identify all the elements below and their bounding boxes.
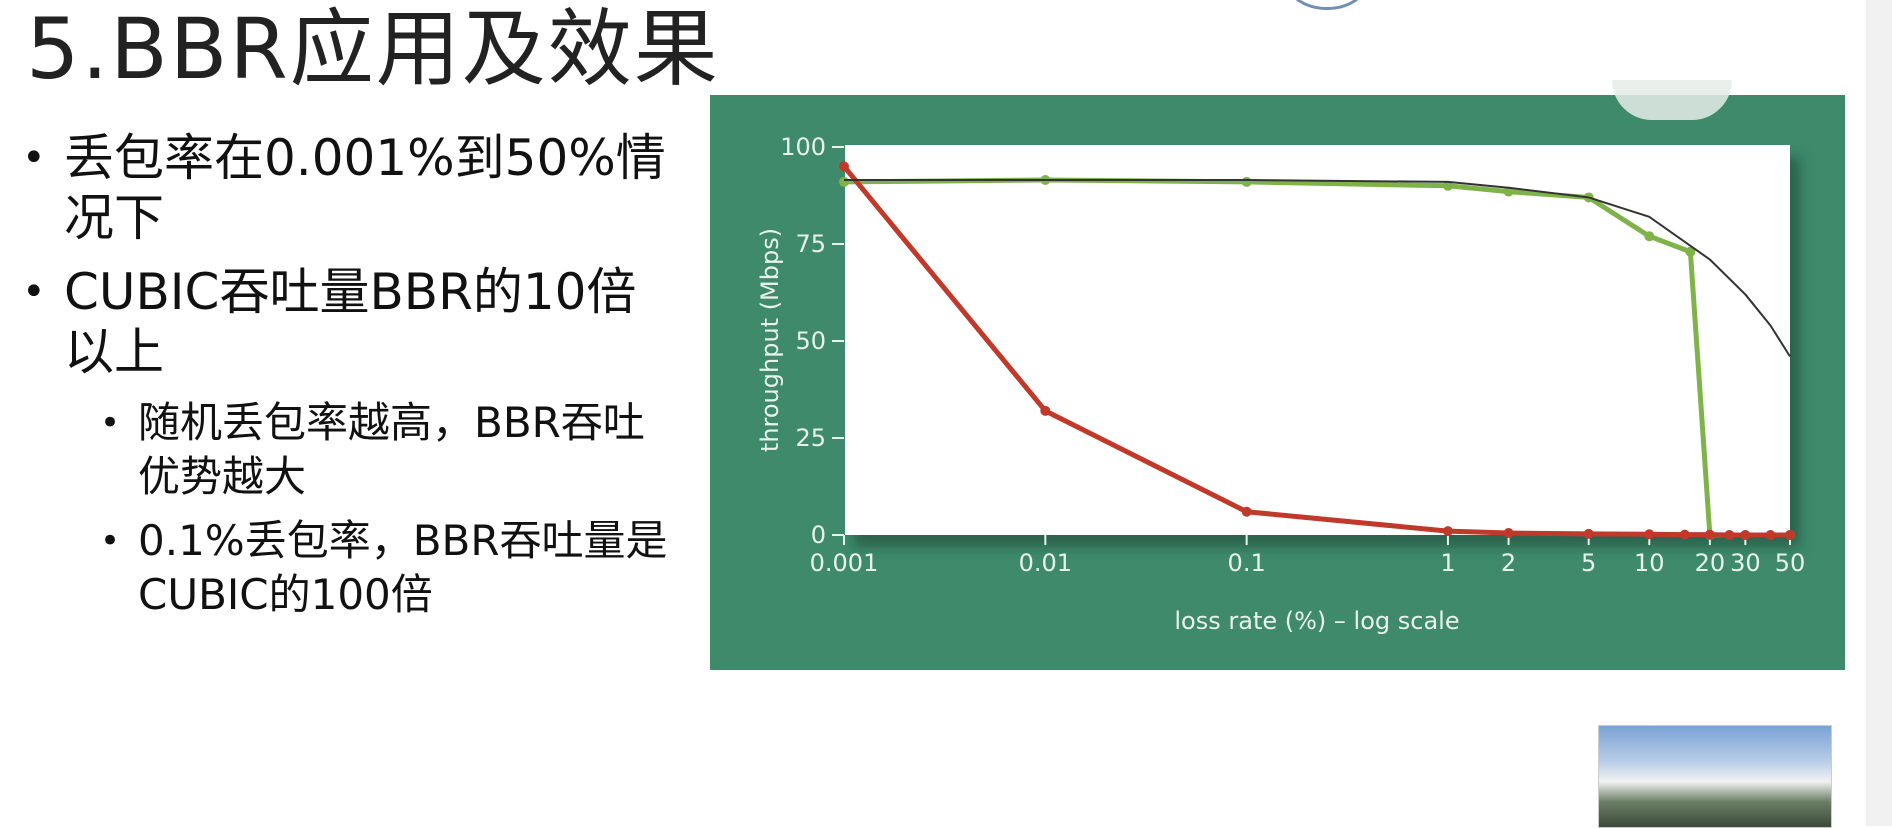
bullet-item: CUBIC吞吐量BBR的10倍以上 [22, 262, 672, 382]
series-layer [839, 161, 1795, 540]
series-point [1644, 231, 1655, 242]
series-point [1241, 176, 1252, 187]
series-point [1503, 528, 1514, 539]
y-tick-label: 25 [795, 424, 826, 452]
series-point [1679, 529, 1690, 540]
series-point [1685, 246, 1696, 257]
y-tick-label: 0 [811, 521, 826, 549]
series-point [839, 161, 849, 172]
y-tick-label: 50 [795, 327, 826, 355]
x-tick-label: 1 [1440, 549, 1455, 577]
chart-panel: 0 25 50 75 100 0.001 0.01 0.1 1 2 5 10 20 30 50 loss … [710, 95, 1845, 670]
series-point [839, 176, 849, 187]
y-axis-label: throughput (Mbps) [756, 228, 784, 452]
x-axis: 0.001 0.01 0.1 1 2 5 10 20 30 50 [810, 535, 1806, 577]
series-point [1785, 530, 1795, 540]
x-tick-label: 30 [1730, 549, 1761, 577]
slide-title: 5.BBR应用及效果 [26, 0, 720, 98]
x-tick-label: 0.01 [1019, 549, 1072, 577]
plot-area [844, 145, 1790, 535]
sub-bullet-item: 0.1%丢包率，BBR吞吐量是CUBIC的100倍 [22, 514, 672, 622]
decorative-emblem [1612, 80, 1732, 120]
sub-bullet-item: 随机丢包率越高，BBR吞吐优势越大 [22, 396, 672, 504]
series-point [1241, 506, 1252, 517]
x-tick-label: 2 [1501, 549, 1516, 577]
x-tick-label: 10 [1634, 549, 1665, 577]
series-point [1704, 529, 1715, 540]
logo-icon [1288, 0, 1366, 10]
x-axis-label: loss rate (%) – log scale [1174, 607, 1459, 635]
series-point [1765, 530, 1776, 540]
y-axis: 0 25 50 75 100 [780, 133, 845, 549]
presenter-photo [1598, 725, 1832, 828]
series-point [1442, 180, 1453, 191]
x-tick-label: 50 [1775, 549, 1806, 577]
x-tick-label: 0.001 [810, 549, 879, 577]
series-point [1724, 530, 1735, 540]
x-tick-label: 5 [1581, 549, 1596, 577]
series-point [1503, 186, 1514, 197]
scrollbar[interactable] [1866, 0, 1892, 826]
series-point [1644, 529, 1655, 540]
bullet-item: 丢包率在0.001%到50%情况下 [22, 128, 672, 248]
series-point [1740, 530, 1751, 540]
series-line [844, 178, 1791, 358]
x-tick-label: 20 [1695, 549, 1726, 577]
series-point [1583, 528, 1594, 539]
y-tick-label: 100 [780, 133, 826, 161]
y-tick-label: 75 [795, 230, 826, 258]
bullet-list: 丢包率在0.001%到50%情况下 CUBIC吞吐量BBR的10倍以上 随机丢包… [22, 128, 672, 632]
series-point [1442, 526, 1453, 537]
x-tick-label: 0.1 [1228, 549, 1266, 577]
series-point [1040, 405, 1051, 416]
